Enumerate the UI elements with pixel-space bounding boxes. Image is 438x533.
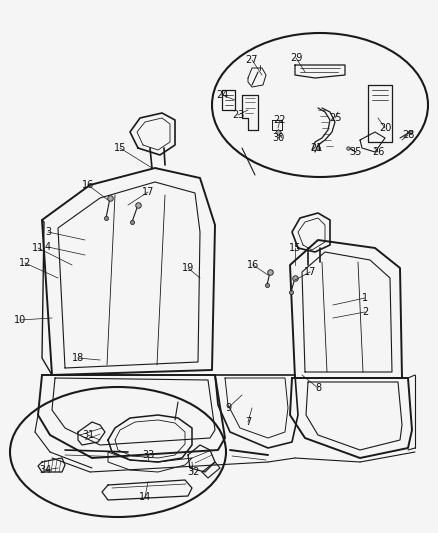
Text: 30: 30 [272,133,284,143]
Text: 2: 2 [362,307,368,317]
Text: 4: 4 [45,242,51,252]
Text: 26: 26 [372,147,384,157]
Text: 15: 15 [289,243,301,253]
Text: 8: 8 [315,383,321,393]
Text: 35: 35 [350,147,362,157]
Text: 33: 33 [142,450,154,460]
Text: 7: 7 [245,417,251,427]
Text: 29: 29 [290,53,302,63]
Text: 21: 21 [310,143,322,153]
Text: 17: 17 [304,267,316,277]
Text: 9: 9 [225,403,231,413]
Text: 24: 24 [216,90,228,100]
Text: 18: 18 [72,353,84,363]
Text: 28: 28 [402,130,414,140]
Text: 25: 25 [329,113,341,123]
Text: 11: 11 [32,243,44,253]
Text: 34: 34 [39,465,51,475]
Text: 17: 17 [142,187,154,197]
Text: 31: 31 [82,430,94,440]
Text: 20: 20 [379,123,391,133]
Text: 27: 27 [246,55,258,65]
Text: 16: 16 [247,260,259,270]
Text: 3: 3 [45,227,51,237]
Text: 22: 22 [274,115,286,125]
Text: 23: 23 [232,110,244,120]
Text: 32: 32 [187,467,199,477]
Text: 1: 1 [362,293,368,303]
Text: 12: 12 [19,258,31,268]
Text: 16: 16 [82,180,94,190]
Text: 15: 15 [114,143,126,153]
Text: 19: 19 [182,263,194,273]
Text: 14: 14 [139,492,151,502]
Text: 10: 10 [14,315,26,325]
